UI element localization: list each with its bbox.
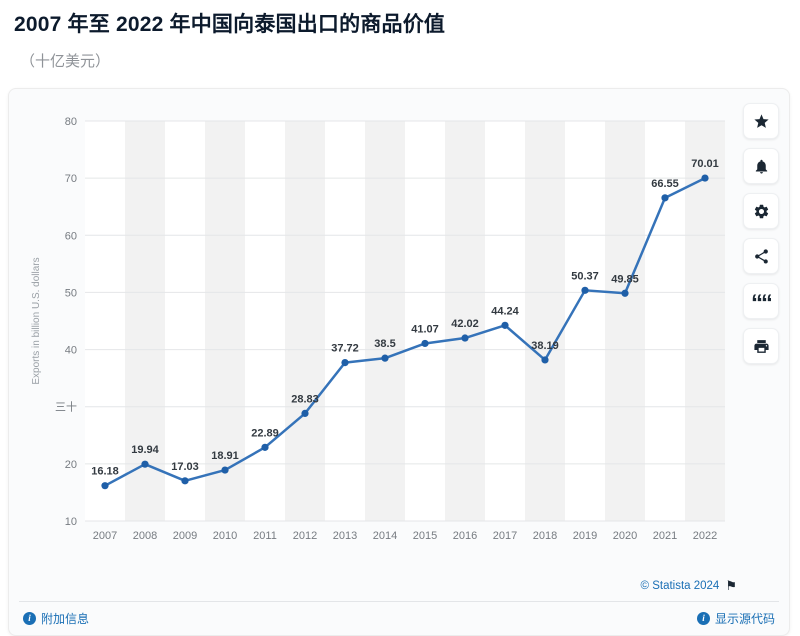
chart-card: 10 20 三十 40 50 60 70 80 2007 2008 2009 2010 2011 2012… xyxy=(8,88,790,636)
cite-button[interactable]: ““ xyxy=(743,283,779,319)
svg-text:38.19: 38.19 xyxy=(531,340,559,352)
svg-text:66.55: 66.55 xyxy=(651,178,679,190)
svg-text:22.89: 22.89 xyxy=(251,427,279,439)
flag-icon: ⚑ xyxy=(725,578,737,593)
print-icon xyxy=(753,339,769,353)
svg-text:2022: 2022 xyxy=(693,530,717,542)
svg-text:50: 50 xyxy=(65,287,77,299)
share-button[interactable] xyxy=(743,238,779,274)
share-icon xyxy=(754,248,768,264)
svg-text:40: 40 xyxy=(65,345,77,357)
svg-text:60: 60 xyxy=(65,230,77,242)
print-button[interactable] xyxy=(743,328,779,364)
svg-text:Exports in billion U.S. dollar: Exports in billion U.S. dollars xyxy=(31,257,42,384)
svg-text:38.5: 38.5 xyxy=(374,338,395,350)
svg-text:49.85: 49.85 xyxy=(611,273,639,285)
svg-text:17.03: 17.03 xyxy=(171,461,199,473)
svg-text:44.24: 44.24 xyxy=(491,305,519,317)
notifications-button[interactable] xyxy=(743,148,779,184)
svg-text:2012: 2012 xyxy=(293,530,317,542)
svg-text:80: 80 xyxy=(65,116,77,128)
footer-divider xyxy=(19,601,779,602)
page-subtitle: （十亿美元） xyxy=(20,53,111,70)
svg-text:2017: 2017 xyxy=(493,530,517,542)
line-chart: 10 20 三十 40 50 60 70 80 2007 2008 2009 2010 2011 2012… xyxy=(31,116,725,542)
svg-text:18.91: 18.91 xyxy=(211,450,239,462)
svg-text:70.01: 70.01 xyxy=(691,158,719,170)
star-icon xyxy=(753,113,769,128)
svg-text:70: 70 xyxy=(65,173,77,185)
svg-text:2016: 2016 xyxy=(453,530,477,542)
svg-text:37.72: 37.72 xyxy=(331,343,359,355)
gear-icon xyxy=(754,204,768,218)
svg-text:2007: 2007 xyxy=(93,530,117,542)
svg-text:2009: 2009 xyxy=(173,530,197,542)
svg-text:三十: 三十 xyxy=(55,400,77,414)
svg-text:2015: 2015 xyxy=(413,530,437,542)
svg-text:2010: 2010 xyxy=(213,530,237,542)
show-source-link[interactable]: i 显示源代码 xyxy=(696,610,775,627)
statista-copyright-link[interactable]: © Statista 2024 xyxy=(640,579,720,592)
quote-icon: ““ xyxy=(751,293,771,309)
additional-info-label: 附加信息 xyxy=(41,612,90,626)
svg-text:2014: 2014 xyxy=(373,530,397,542)
page-title: 2007 年至 2022 年中国向泰国出口的商品价值 xyxy=(14,13,446,36)
svg-text:2018: 2018 xyxy=(533,530,557,542)
svg-text:42.02: 42.02 xyxy=(451,318,479,330)
info-icon: i xyxy=(23,612,36,625)
svg-text:19.94: 19.94 xyxy=(131,444,159,456)
favorite-button[interactable] xyxy=(743,103,779,139)
svg-text:2008: 2008 xyxy=(133,530,157,542)
svg-text:2013: 2013 xyxy=(333,530,357,542)
additional-info-link[interactable]: i 附加信息 xyxy=(23,610,89,627)
show-source-label: 显示源代码 xyxy=(714,612,775,626)
source-info-icon: i xyxy=(696,612,710,625)
svg-text:2020: 2020 xyxy=(613,530,637,542)
footer-bar: i 附加信息 i 显示源代码 xyxy=(23,610,775,627)
svg-text:50.37: 50.37 xyxy=(571,270,599,282)
settings-button[interactable] xyxy=(743,193,779,229)
chart-toolbar: ““ xyxy=(743,103,779,364)
svg-text:2011: 2011 xyxy=(253,530,277,542)
bell-icon xyxy=(755,159,767,174)
svg-text:28.83: 28.83 xyxy=(291,393,319,405)
svg-text:10: 10 xyxy=(65,516,77,528)
svg-text:2019: 2019 xyxy=(573,530,597,542)
svg-text:2021: 2021 xyxy=(653,530,677,542)
svg-text:41.07: 41.07 xyxy=(411,323,439,335)
copyright: © Statista 2024 ⚑ xyxy=(641,579,737,592)
svg-text:20: 20 xyxy=(65,459,77,471)
svg-text:16.18: 16.18 xyxy=(91,466,119,478)
